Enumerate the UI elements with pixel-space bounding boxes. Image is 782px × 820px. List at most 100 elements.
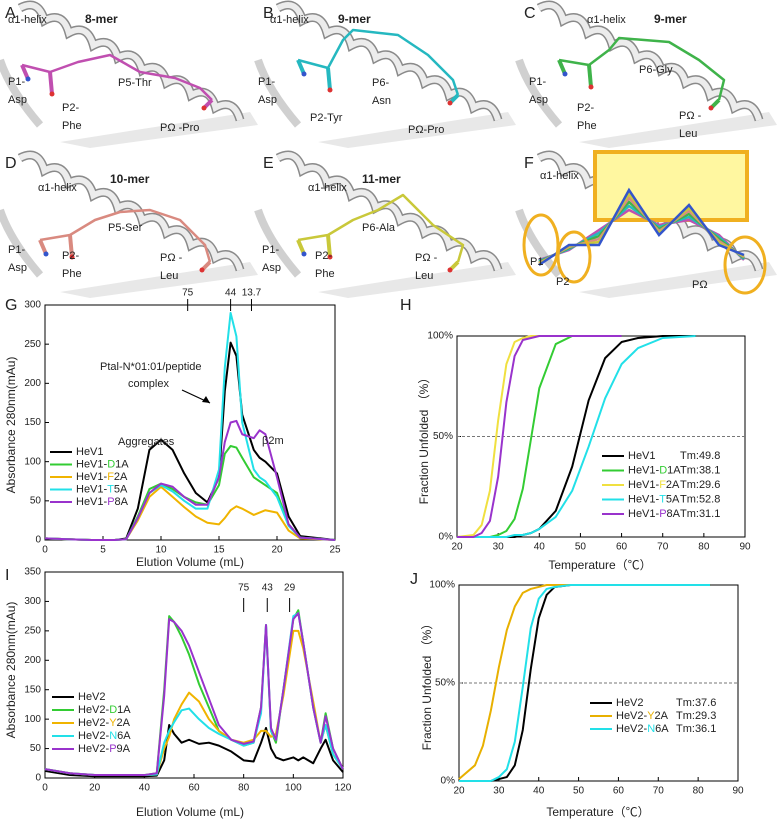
x-tick-label: 40 [533, 786, 545, 797]
side-chain [326, 234, 332, 258]
x-tick-label: 20 [453, 786, 465, 797]
panel-letter: E [263, 155, 274, 172]
x-tick-label: 15 [213, 545, 225, 556]
residue-label: P2- [577, 102, 594, 114]
marker-label: 13.7 [242, 288, 262, 299]
sheet [579, 112, 777, 148]
marker-label: 44 [225, 288, 237, 299]
y-tick-label: 250 [24, 625, 41, 636]
residue-label: P2- [62, 250, 79, 262]
residue-label: Leu [415, 270, 433, 282]
y-tick-label: 150 [24, 684, 41, 695]
series-line [458, 584, 711, 780]
legend-label: HeV2-P9A [78, 743, 131, 755]
pocket-ring [723, 235, 767, 295]
y-tick-label: 50% [435, 678, 455, 689]
peptide [538, 187, 745, 267]
x-tick-label: 10 [155, 545, 167, 556]
x-tick-label: 20 [271, 545, 283, 556]
tm-label: Tm:29.3 [676, 710, 716, 722]
y-tick-label: 300 [24, 596, 41, 607]
x-tick-label: 80 [698, 542, 710, 553]
helix-ribbon [276, 152, 501, 271]
y-tick-label: 150 [24, 417, 41, 428]
side-chain [296, 239, 306, 255]
residue-label: P2-Tyr [310, 112, 343, 124]
panel-letter: F [524, 155, 534, 172]
marker-label: 43 [262, 583, 274, 594]
series-line [459, 584, 711, 782]
x-tick-label: 30 [493, 786, 505, 797]
helix-ribbon [276, 2, 501, 121]
panel-title: 8-mer [85, 12, 118, 26]
y-tick-label: 100% [427, 331, 453, 342]
side-chain [587, 64, 593, 88]
y-tick-label: 100% [429, 580, 455, 591]
y-tick-label: 100 [24, 714, 41, 725]
residue-label: Leu [160, 270, 178, 282]
panel-title: 9-mer [654, 12, 687, 26]
peptide [297, 28, 460, 96]
axis-label: Temperature（℃） [548, 558, 651, 572]
atom [199, 267, 205, 273]
y-tick-label: 50% [433, 431, 453, 442]
residue-label: Phe [315, 268, 335, 280]
x-tick-label: 100 [285, 783, 302, 794]
residue-label: P5-Thr [118, 77, 152, 89]
atom [327, 87, 333, 93]
helix-ribbon [537, 2, 762, 121]
side-chain [557, 59, 567, 75]
x-tick-label: 0 [42, 783, 48, 794]
tm-label: Tm:49.8 [680, 450, 720, 462]
sheet [318, 262, 516, 298]
y-tick-label: 0 [35, 535, 41, 546]
residue-label: P2 [556, 276, 569, 288]
residue-label: Leu [679, 128, 697, 140]
y-tick-label: 0 [35, 773, 41, 784]
atom [562, 71, 568, 77]
residue-label: PΩ [692, 279, 708, 291]
residue-label: P1 [530, 256, 543, 268]
pocket-ring [556, 230, 592, 284]
panel-title: 11-mer [362, 172, 401, 186]
residue-label: PΩ -Pro [160, 122, 199, 134]
side-chain [326, 67, 332, 91]
x-tick-label: 70 [653, 786, 665, 797]
sheet [579, 262, 777, 298]
x-tick-label: 60 [613, 786, 625, 797]
side-chain [20, 64, 30, 80]
tm-label: Tm:37.6 [676, 697, 716, 709]
series-line [44, 612, 344, 777]
residue-label: P2- [62, 102, 79, 114]
legend-label: HeV2-N6A [616, 723, 669, 735]
helix-label: α1-helix [587, 14, 626, 26]
panel-letter: J [410, 571, 418, 588]
tm-label: Tm:31.1 [680, 508, 720, 520]
legend-label: HeV1-F2A [628, 479, 680, 491]
panel-letter: G [5, 297, 17, 314]
series-line [44, 419, 336, 541]
helix-label: α1-helix [38, 182, 77, 194]
tm-label: Tm:36.1 [676, 723, 716, 735]
atom [25, 76, 31, 82]
residue-label: Asp [8, 94, 27, 106]
panel-letter: C [524, 5, 536, 22]
helix-label: α1-helix [8, 14, 47, 26]
tm-label: Tm:29.6 [680, 479, 720, 491]
residue-label: Phe [62, 120, 82, 132]
residue-label: P6-Gly [639, 64, 673, 76]
panel-letter: B [263, 5, 274, 22]
atom [301, 71, 307, 77]
helix-label: α1-helix [540, 170, 579, 182]
y-tick-label: 300 [24, 300, 41, 311]
x-tick-label: 50 [573, 786, 585, 797]
sheet [60, 112, 258, 148]
atom [447, 100, 453, 106]
atom [201, 105, 207, 111]
x-tick-label: 120 [335, 783, 352, 794]
x-tick-label: 25 [329, 545, 341, 556]
y-tick-label: 0% [441, 776, 456, 787]
legend-label: HeV1 [628, 450, 656, 462]
y-tick-label: 100 [24, 456, 41, 467]
tm-label: Tm:38.1 [680, 464, 720, 476]
